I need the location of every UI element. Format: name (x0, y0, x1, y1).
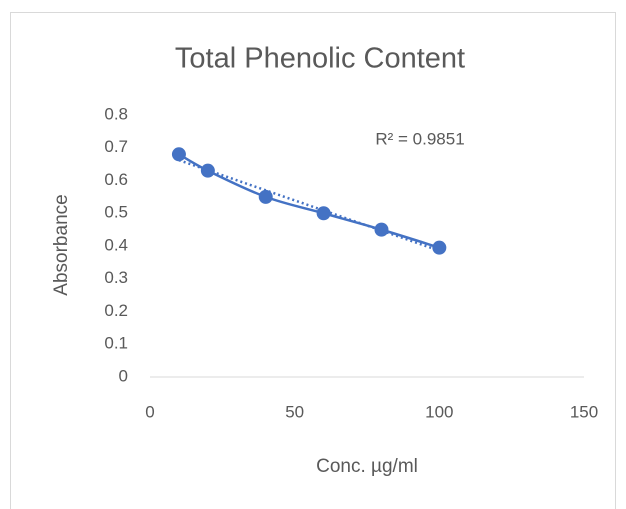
y-tick-label: 0.7 (104, 137, 128, 156)
data-point (200, 163, 215, 178)
y-tick-label: 0.4 (104, 235, 128, 254)
x-tick-label: 0 (145, 402, 154, 421)
y-axis-title: Absorbance (51, 194, 72, 295)
data-point (316, 206, 331, 221)
data-point (258, 189, 273, 204)
data-point (432, 240, 447, 255)
x-tick-label: 50 (285, 402, 304, 421)
y-tick-label: 0.6 (104, 170, 128, 189)
y-tick-label: 0.2 (104, 301, 128, 320)
y-tick-label: 0.1 (104, 334, 128, 353)
x-tick-label: 150 (570, 402, 598, 421)
data-point (374, 222, 389, 237)
y-tick-label: 0 (119, 366, 128, 385)
chart-title: Total Phenolic Content (175, 43, 465, 75)
x-tick-label: 100 (425, 402, 453, 421)
annotation: R² = 0.9851 (375, 129, 464, 148)
trendline (178, 158, 440, 252)
x-axis-title: Conc. µg/ml (316, 456, 418, 477)
chart-border (10, 12, 616, 509)
y-tick-label: 0.8 (104, 104, 128, 123)
y-tick-label: 0.3 (104, 268, 128, 287)
y-tick-label: 0.5 (104, 203, 128, 222)
data-point (171, 147, 186, 162)
